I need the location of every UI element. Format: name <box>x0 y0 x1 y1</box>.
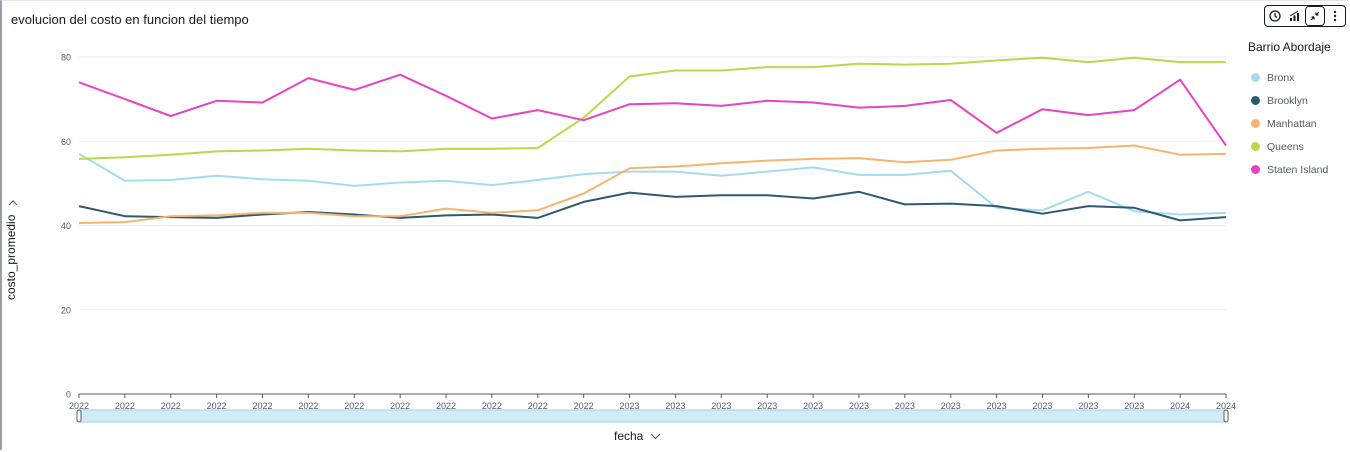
forecast-icon[interactable] <box>1285 6 1305 26</box>
legend-item[interactable]: Manhattan <box>1248 112 1331 135</box>
legend-item[interactable]: Staten Island <box>1248 158 1331 181</box>
series-line-bronx <box>78 153 1227 216</box>
x-tick-label: 2022 <box>436 401 456 411</box>
legend-swatch <box>1251 119 1260 128</box>
x-tick-label: 2022 <box>528 401 548 411</box>
x-tick-label: 2022 <box>482 401 502 411</box>
x-tick-label: 2022 <box>574 401 594 411</box>
series-line-staten-island <box>78 73 1227 147</box>
legend-label: Staten Island <box>1267 163 1329 176</box>
x-tick-label: 2023 <box>849 401 869 411</box>
x-tick-label: 2023 <box>1032 401 1052 411</box>
x-tick-label: 2023 <box>987 401 1007 411</box>
x-tick-label: 2022 <box>207 401 227 411</box>
series-line-queens <box>78 56 1226 160</box>
x-axis-title[interactable]: fecha <box>614 429 661 443</box>
legend-label: Brooklyn <box>1267 94 1308 107</box>
chart-title: evolucion del costo en funcion del tiemp… <box>11 12 249 27</box>
legend-swatch <box>1251 142 1260 151</box>
legend: Barrio Abordaje Bronx Brooklyn Manhattan Qu… <box>1248 40 1331 181</box>
y-tick-label: 0 <box>66 390 71 400</box>
clock-icon[interactable] <box>1265 6 1285 26</box>
x-tick-label: 2022 <box>115 401 135 411</box>
line-chart: 0 20 40 60 80 2022 2022 2022 2022 2022 2022 2022 202… <box>61 53 1236 423</box>
x-tick-label: 2022 <box>69 401 89 411</box>
y-axis-title[interactable]: costo_promedio <box>4 198 18 300</box>
visual-toolbar <box>1264 5 1346 27</box>
legend-label: Bronx <box>1267 71 1295 84</box>
x-tick-label: 2023 <box>665 401 685 411</box>
legend-swatch <box>1251 73 1260 82</box>
range-slider-handle-right[interactable] <box>1223 409 1229 423</box>
legend-swatch <box>1251 165 1260 174</box>
range-slider[interactable] <box>78 409 1227 423</box>
x-tick-label: 2023 <box>757 401 777 411</box>
chevron-down-icon <box>647 431 661 443</box>
legend-label: Queens <box>1267 140 1304 153</box>
collapse-icon[interactable] <box>1305 6 1325 26</box>
legend-swatch <box>1251 96 1260 105</box>
series-line-manhattan <box>78 144 1227 224</box>
legend-item[interactable]: Queens <box>1248 135 1331 158</box>
legend-item[interactable]: Bronx <box>1248 66 1331 89</box>
x-tick-label: 2022 <box>390 401 410 411</box>
x-tick-label: 2023 <box>711 401 731 411</box>
x-tick-label: 2024 <box>1170 401 1190 411</box>
y-tick-label: 60 <box>61 137 71 147</box>
series-line-brooklyn <box>78 190 1227 222</box>
y-tick-label: 80 <box>61 53 71 63</box>
legend-title: Barrio Abordaje <box>1248 40 1331 54</box>
y-tick-label: 20 <box>61 305 71 315</box>
x-tick-label: 2023 <box>1124 401 1144 411</box>
x-tick-label: 2022 <box>253 401 273 411</box>
legend-item[interactable]: Brooklyn <box>1248 89 1331 112</box>
x-tick-label: 2024 <box>1216 401 1236 411</box>
x-tick-label: 2022 <box>298 401 318 411</box>
x-tick-label: 2023 <box>803 401 823 411</box>
x-tick-label: 2023 <box>895 401 915 411</box>
y-tick-label: 40 <box>61 221 71 231</box>
x-axis-label: fecha <box>614 429 644 443</box>
chevron-down-icon <box>6 198 18 211</box>
x-tick-label: 2023 <box>1078 401 1098 411</box>
range-slider-handle-left[interactable] <box>76 409 82 423</box>
x-tick-label: 2022 <box>161 401 181 411</box>
more-options-icon[interactable] <box>1325 6 1345 26</box>
x-tick-label: 2023 <box>620 401 640 411</box>
legend-label: Manhattan <box>1267 117 1317 130</box>
x-tick-label: 2022 <box>344 401 364 411</box>
x-tick-label: 2023 <box>941 401 961 411</box>
